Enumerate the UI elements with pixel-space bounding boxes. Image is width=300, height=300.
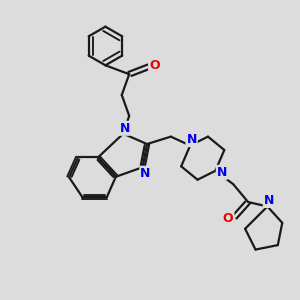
Text: O: O bbox=[149, 59, 160, 72]
Text: N: N bbox=[119, 122, 130, 135]
Text: N: N bbox=[264, 194, 274, 207]
Text: O: O bbox=[223, 212, 233, 225]
Text: N: N bbox=[186, 133, 197, 146]
Text: N: N bbox=[140, 167, 151, 180]
Text: N: N bbox=[217, 166, 227, 179]
